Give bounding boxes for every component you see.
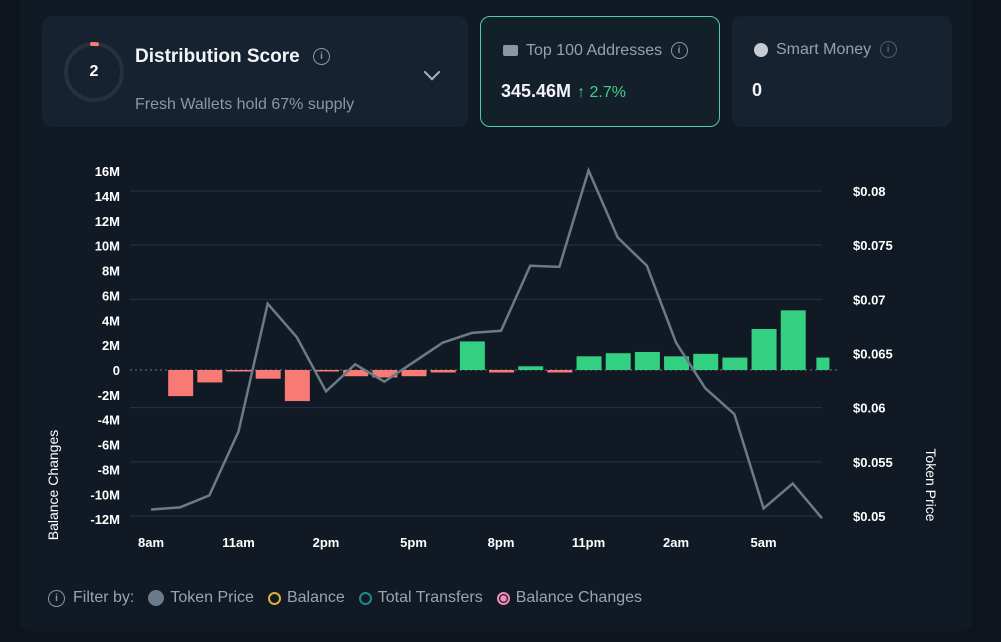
bar [722, 357, 748, 370]
smart-money-value: 0 [752, 80, 763, 100]
legend-item-token-price[interactable]: Token Price [148, 589, 254, 607]
balance-price-chart: $0.08 $0.075 $0.07 $0.065 $0.06 $0.055 $0.05 16… [45, 164, 939, 550]
y-tick-label: 2M [102, 338, 120, 353]
y-tick-label: -4M [98, 413, 120, 428]
legend-label: Total Transfers [377, 589, 483, 606]
x-tick-label: 5am [751, 535, 777, 550]
smart-money-title: Smart Money [776, 41, 872, 58]
bar [197, 370, 223, 383]
bar [518, 366, 544, 370]
legend-dot-icon [267, 591, 281, 605]
bar [284, 370, 310, 402]
y-tick-label: 16M [95, 164, 120, 179]
y2-axis-title: Token Price [923, 448, 939, 521]
bar [576, 356, 602, 370]
bar [343, 370, 369, 377]
bar [459, 341, 485, 370]
bar [780, 310, 806, 370]
y2-tick-label: $0.05 [853, 509, 886, 524]
y-tick-label: 14M [95, 189, 120, 204]
bar [634, 351, 660, 370]
x-tick-label: 2pm [313, 535, 340, 550]
info-icon[interactable]: i [312, 48, 330, 66]
y2-tick-label: $0.08 [853, 184, 886, 199]
y-tick-label: 12M [95, 214, 120, 229]
x-tick-label: 5pm [400, 535, 427, 550]
distribution-title: Distribution Score i [135, 46, 330, 68]
legend-item-total-transfers[interactable]: Total Transfers [358, 589, 483, 607]
bar [751, 328, 777, 370]
y-tick-label: -2M [98, 388, 120, 403]
bar [693, 353, 719, 370]
chevron-down-icon[interactable] [423, 63, 441, 81]
smart-money-card[interactable]: Smart Money i 0 [732, 16, 952, 127]
y-tick-label: -12M [90, 512, 120, 527]
legend: i Filter by: Token Price Balance Total Tra… [48, 589, 656, 607]
info-icon[interactable]: i [879, 41, 897, 59]
bar [605, 353, 631, 370]
bar [314, 370, 340, 372]
y2-tick-label: $0.065 [853, 347, 893, 362]
y-tick-label: -6M [98, 438, 120, 453]
x-tick-label: 8pm [488, 535, 515, 550]
bar [226, 370, 252, 372]
y2-tick-label: $0.075 [853, 238, 893, 253]
y-tick-label: 10M [95, 239, 120, 254]
distribution-subtitle: Fresh Wallets hold 67% supply [135, 96, 355, 113]
legend-item-balance[interactable]: Balance [267, 589, 345, 607]
token-price-line [150, 166, 823, 519]
y-tick-label: 0 [113, 363, 120, 378]
x-tick-label: 11am [222, 535, 255, 550]
y-tick-label: 6M [102, 288, 120, 303]
x-tick-label: 2am [663, 535, 689, 550]
legend-label: Token Price [170, 589, 254, 606]
legend-label: Balance Changes [515, 589, 643, 606]
bar [816, 357, 830, 370]
y-tick-label: 4M [102, 313, 120, 328]
bar [168, 370, 194, 397]
distribution-score-card[interactable]: 2 Distribution Score i Fresh Wallets hol… [42, 16, 468, 127]
top-100-addresses-card[interactable]: Top 100 Addresses i 345.46M ↑ 2.7% [480, 16, 720, 127]
bar [664, 356, 690, 370]
y2-tick-label: $0.06 [853, 401, 886, 416]
bar [547, 370, 573, 373]
score-value: 2 [89, 63, 99, 80]
filter-label: Filter by: [73, 589, 135, 606]
sunglasses-icon [754, 42, 768, 57]
x-tick-label: 11pm [572, 535, 605, 550]
bar [401, 370, 427, 377]
y-axis-title: Balance Changes [45, 430, 61, 541]
info-icon[interactable]: i [48, 589, 65, 607]
bar [430, 370, 456, 373]
y2-tick-label: $0.07 [853, 292, 886, 307]
bar [255, 370, 281, 379]
info-icon[interactable]: i [670, 42, 688, 60]
y-tick-label: -8M [98, 462, 120, 477]
top100-value: 345.46M [501, 81, 572, 101]
legend-label: Balance [286, 589, 345, 606]
top100-change: ↑ 2.7% [577, 84, 626, 101]
y-tick-label: 8M [102, 264, 120, 279]
y2-tick-label: $0.055 [853, 455, 893, 470]
y-tick-label: -10M [90, 487, 120, 502]
top100-title: Top 100 Addresses [526, 42, 663, 59]
x-tick-label: 8am [138, 535, 164, 550]
legend-item-balance-changes[interactable]: Balance Changes [496, 589, 643, 607]
bar [372, 370, 398, 378]
distribution-title-text: Distribution Score [135, 46, 300, 67]
legend-dot-icon [148, 590, 165, 606]
bar [489, 370, 515, 373]
money-icon [503, 45, 518, 57]
legend-dot-icon [358, 591, 372, 605]
score-ring [64, 41, 124, 102]
legend-dot-icon [496, 591, 510, 605]
